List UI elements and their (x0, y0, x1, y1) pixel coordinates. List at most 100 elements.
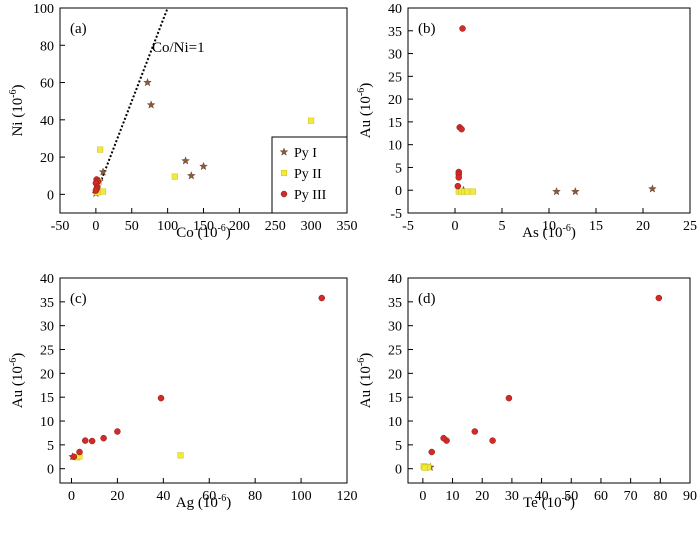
data-point-py-iii (505, 394, 513, 402)
y-tick-label: 40 (40, 114, 54, 129)
x-tick-label: 350 (337, 219, 358, 234)
x-tick-label: 100 (157, 219, 178, 234)
series-py-ii (420, 463, 432, 471)
panel-label: (d) (418, 291, 436, 307)
data-point-py-iii (100, 434, 107, 442)
data-point-py-ii (469, 188, 476, 195)
x-tick-label: 25 (683, 219, 697, 234)
x-tick-label: 0 (68, 489, 75, 504)
x-axis-label: Te (10-6) (523, 493, 575, 511)
series-py-ii (455, 188, 476, 195)
x-axis-label: Ag (10-6) (176, 493, 231, 511)
x-tick-label: 0 (452, 219, 459, 234)
data-point-py-iii (440, 434, 447, 442)
y-tick-label: 15 (40, 391, 54, 406)
x-tick-label: 100 (291, 489, 312, 504)
x-tick-label: -5 (402, 219, 414, 234)
legend-label: Py III (294, 188, 327, 203)
data-point-py-iii (489, 437, 496, 444)
data-point-py-ii (100, 188, 107, 195)
y-tick-label: 35 (40, 296, 54, 311)
y-tick-label: 60 (40, 77, 54, 92)
y-tick-label: 40 (40, 272, 54, 287)
x-tick-label: 40 (156, 489, 170, 504)
series-py-i (459, 184, 657, 196)
data-point-py-iii (82, 437, 89, 444)
x-tick-label: 40 (535, 489, 549, 504)
x-tick-label: 30 (505, 489, 519, 504)
x-axis-label: Co (10-6) (176, 223, 231, 241)
x-tick-label: 0 (92, 219, 99, 234)
y-tick-label: 0 (395, 184, 402, 199)
y-tick-label: 25 (388, 344, 402, 359)
x-tick-label: 50 (564, 489, 578, 504)
y-axis-label: Ni (10-6) (8, 84, 26, 136)
data-point-py-iii (458, 125, 465, 133)
data-point-py-iii (88, 437, 96, 445)
plot-frame (407, 7, 691, 214)
y-tick-label: 20 (388, 367, 402, 382)
y-tick-label: 20 (388, 93, 402, 108)
y-tick-label: 40 (388, 2, 402, 17)
data-point-py-ii (177, 452, 184, 459)
data-point-py-iii (459, 25, 466, 32)
data-point-py-ii (280, 169, 288, 177)
y-tick-label: -5 (390, 207, 402, 222)
data-point-py-i (199, 161, 208, 171)
data-point-py-ii (308, 117, 315, 124)
series-py-iii (428, 294, 663, 456)
x-tick-label: 5 (499, 219, 506, 234)
y-tick-label: 25 (388, 70, 402, 85)
series-py-ii (74, 452, 184, 461)
x-tick-label: 90 (683, 489, 697, 504)
plot-frame (59, 277, 348, 484)
data-point-py-iii (92, 187, 100, 194)
x-tick-label: 80 (248, 489, 262, 504)
x-tick-label: 10 (446, 489, 460, 504)
y-tick-label: 35 (388, 25, 402, 40)
data-point-py-iii (655, 294, 663, 302)
y-tick-label: 30 (388, 320, 402, 335)
data-point-py-iii (318, 294, 325, 302)
legend-label: Py I (294, 146, 317, 161)
data-point-py-iii (280, 190, 288, 198)
x-tick-label: 200 (229, 219, 250, 234)
series-py-iii (70, 294, 325, 461)
x-tick-label: 250 (265, 219, 286, 234)
y-axis-label: Au (10-6) (356, 83, 374, 138)
y-tick-label: 30 (388, 48, 402, 63)
x-tick-label: 20 (636, 219, 650, 234)
data-point-py-iii (157, 394, 165, 402)
x-tick-label: 120 (337, 489, 358, 504)
y-tick-label: 0 (47, 463, 54, 478)
y-tick-label: 5 (395, 439, 402, 454)
data-point-py-i (181, 156, 190, 165)
data-point-py-ii (97, 146, 104, 153)
y-tick-label: 20 (40, 151, 54, 166)
data-point-py-i (279, 147, 289, 156)
legend-label: Py II (294, 167, 322, 182)
y-tick-label: 0 (395, 463, 402, 478)
x-tick-label: 50 (125, 219, 139, 234)
data-point-py-iii (428, 448, 435, 456)
x-tick-label: 300 (301, 219, 322, 234)
x-tick-label: 70 (624, 489, 638, 504)
y-tick-label: 10 (40, 415, 54, 430)
data-point-py-i (146, 100, 156, 109)
data-point-py-ii (421, 464, 428, 471)
plot-frame (407, 277, 691, 484)
chart-panel-b: -5 0 5 10 15 20 25 -5 0 5 10 15 20 25 30 35 40 As (10-6) A… (356, 2, 697, 241)
y-tick-label: 100 (33, 2, 54, 17)
data-point-py-i (552, 187, 561, 196)
y-tick-label: 15 (388, 391, 402, 406)
x-tick-label: 0 (419, 489, 426, 504)
data-point-py-iii (114, 428, 121, 435)
x-tick-label: 15 (589, 219, 603, 234)
panel-label: (b) (418, 21, 436, 37)
data-point-py-ii (171, 173, 178, 180)
x-tick-label: 20 (475, 489, 489, 504)
x-tick-label: 60 (202, 489, 216, 504)
y-tick-label: 10 (388, 415, 402, 430)
data-point-py-iii (455, 174, 463, 181)
